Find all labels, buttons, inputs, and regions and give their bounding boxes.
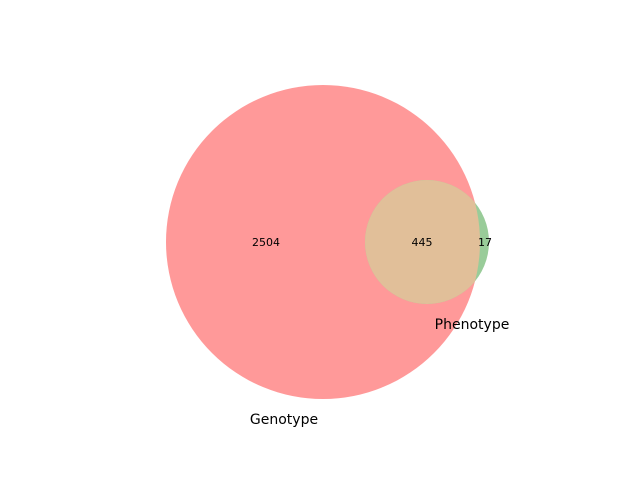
phenotype-only-count: 17 <box>478 236 492 249</box>
phenotype-set-label: Phenotype <box>435 317 510 333</box>
intersection-count: 445 <box>412 236 433 249</box>
genotype-circle <box>166 85 480 399</box>
genotype-set-label: Genotype <box>250 412 318 428</box>
intersection-region <box>365 180 480 304</box>
genotype-only-count: 2504 <box>252 236 280 249</box>
